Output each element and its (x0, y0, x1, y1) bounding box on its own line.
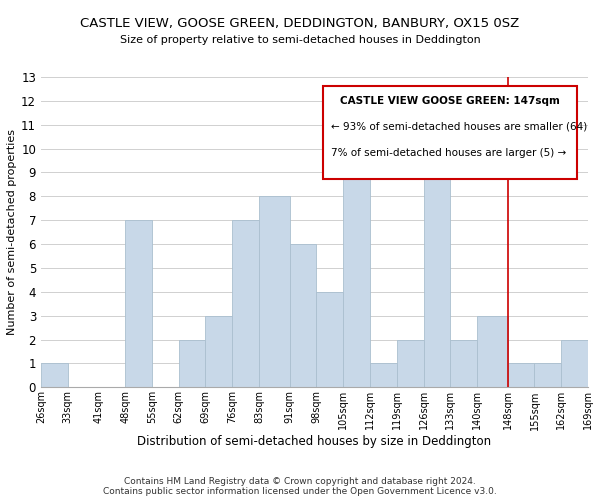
Bar (508, 364, 535, 388)
Text: Contains HM Land Registry data © Crown copyright and database right 2024.: Contains HM Land Registry data © Crown c… (124, 477, 476, 486)
Text: CASTLE VIEW GOOSE GREEN: 147sqm: CASTLE VIEW GOOSE GREEN: 147sqm (340, 96, 560, 106)
Text: CASTLE VIEW, GOOSE GREEN, DEDDINGTON, BANBURY, OX15 0SZ: CASTLE VIEW, GOOSE GREEN, DEDDINGTON, BA… (80, 18, 520, 30)
Bar (125, 220, 152, 388)
Bar (179, 340, 205, 388)
Text: Size of property relative to semi-detached houses in Deddington: Size of property relative to semi-detach… (119, 35, 481, 45)
Bar (370, 364, 397, 388)
Bar (316, 292, 343, 388)
Bar (397, 340, 424, 388)
Bar (205, 316, 232, 388)
Bar (232, 220, 259, 388)
FancyBboxPatch shape (323, 86, 577, 180)
Bar (343, 124, 370, 388)
Bar (259, 196, 290, 388)
Text: ← 93% of semi-detached houses are smaller (64): ← 93% of semi-detached houses are smalle… (331, 122, 587, 132)
Bar (477, 316, 508, 388)
Bar (424, 172, 451, 388)
Y-axis label: Number of semi-detached properties: Number of semi-detached properties (7, 129, 17, 335)
X-axis label: Distribution of semi-detached houses by size in Deddington: Distribution of semi-detached houses by … (137, 435, 491, 448)
Bar (561, 340, 588, 388)
Bar (451, 340, 477, 388)
Bar (41, 364, 68, 388)
Bar (290, 244, 316, 388)
Bar (535, 364, 561, 388)
Text: Contains public sector information licensed under the Open Government Licence v3: Contains public sector information licen… (103, 488, 497, 496)
Text: 7% of semi-detached houses are larger (5) →: 7% of semi-detached houses are larger (5… (331, 148, 566, 158)
